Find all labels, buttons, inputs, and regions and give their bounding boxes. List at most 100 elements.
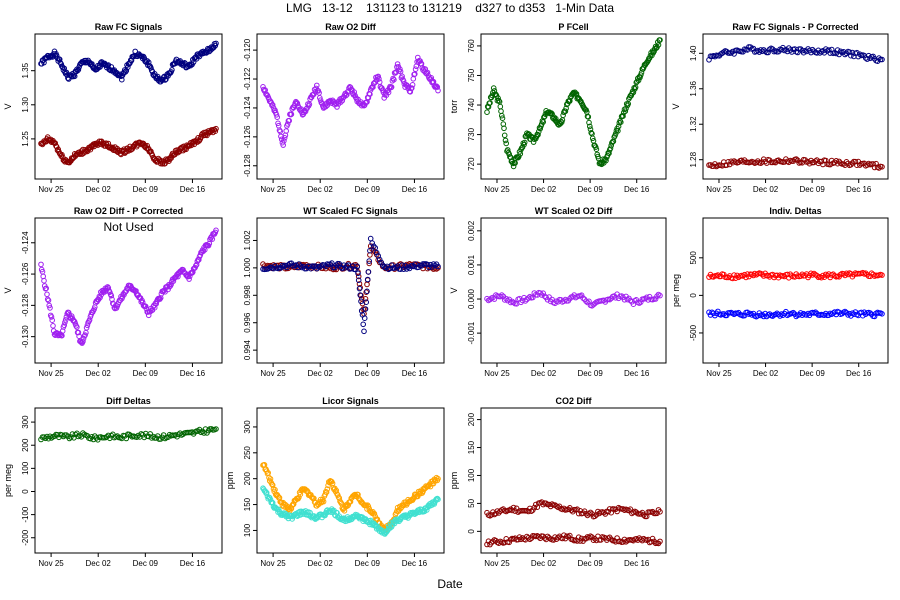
data-point <box>409 85 415 91</box>
data-point <box>862 270 869 277</box>
y-tick-label: 150 <box>243 497 252 511</box>
series-diff <box>38 426 219 443</box>
data-point <box>351 89 358 95</box>
data-point <box>652 296 659 302</box>
data-point <box>624 296 631 303</box>
y-tick-label: 0 <box>467 529 476 534</box>
data-point <box>605 508 612 515</box>
series-licor-a <box>260 462 441 534</box>
data-point <box>212 128 219 134</box>
series-o2-scaled <box>484 289 663 309</box>
data-point <box>563 105 569 112</box>
y-tick-label: 100 <box>467 468 476 482</box>
y-tick-label: -0.122 <box>243 67 252 90</box>
data-point <box>193 261 200 268</box>
data-point <box>108 292 115 299</box>
data-point <box>531 504 538 511</box>
data-point <box>69 156 76 162</box>
data-point <box>71 317 77 324</box>
data-point <box>196 257 202 263</box>
data-point <box>435 263 441 270</box>
y-tick-label: -0.126 <box>243 125 252 148</box>
data-point <box>499 112 505 119</box>
data-point <box>715 308 721 315</box>
data-point <box>589 534 595 540</box>
data-point <box>357 292 364 298</box>
data-point <box>793 156 800 162</box>
y-tick-label: 0.000 <box>467 288 476 309</box>
data-point <box>750 45 757 52</box>
data-point <box>567 98 573 104</box>
data-point <box>360 321 367 328</box>
y-tick-label: 300 <box>21 415 30 429</box>
y-axis-label: torr <box>449 100 459 114</box>
data-point <box>510 163 517 170</box>
chart-panel-6: WT Scaled FC Signals Nov 25 Dec 02 Dec 09 De… <box>243 206 445 378</box>
x-tick-label: Dec 16 <box>846 185 872 194</box>
data-point <box>269 482 276 488</box>
data-point <box>565 506 572 513</box>
data-point <box>325 482 331 489</box>
y-tick-label: 1.25 <box>21 131 30 147</box>
series-licor-b <box>260 485 441 537</box>
data-point <box>159 161 165 167</box>
data-point <box>584 299 591 306</box>
data-point <box>172 274 179 281</box>
data-point <box>587 123 593 130</box>
data-point <box>588 130 595 136</box>
y-tick-label: 0.001 <box>467 254 476 275</box>
data-point <box>273 112 280 118</box>
y-axis-label: V <box>3 103 13 109</box>
data-point <box>356 285 363 292</box>
data-point <box>48 314 55 320</box>
y-tick-label: 150 <box>467 440 476 454</box>
data-point <box>586 119 592 126</box>
data-point <box>499 292 505 298</box>
data-point <box>196 53 203 60</box>
series-fc2-scaled <box>260 243 441 317</box>
series-fc2 <box>706 156 885 171</box>
y-tick-label: 730 <box>467 127 476 141</box>
x-tick-label: Dec 16 <box>402 185 428 194</box>
plot-frame <box>256 407 445 554</box>
data-point <box>793 313 800 320</box>
chart-title: WT Scaled FC Signals <box>303 206 398 216</box>
y-tick-label: 1.000 <box>243 257 252 278</box>
data-point <box>775 157 782 163</box>
y-tick-label: 1.30 <box>21 96 30 112</box>
data-point <box>366 258 373 264</box>
data-point <box>551 114 558 121</box>
data-point <box>297 491 304 498</box>
data-point <box>849 160 856 166</box>
data-point <box>620 113 626 119</box>
plot-frame <box>34 217 223 364</box>
data-point <box>59 328 66 334</box>
y-tick-label: -0.126 <box>21 262 30 285</box>
y-tick-label: 100 <box>21 461 30 475</box>
x-tick-label: Nov 25 <box>38 559 64 568</box>
data-point <box>333 262 340 268</box>
page-title: LMG 13-12 131123 to 131219 d327 to d353 … <box>286 1 614 15</box>
x-tick-label: Nov 25 <box>38 185 64 194</box>
data-point <box>61 322 67 329</box>
chart-title: WT Scaled O2 Diff <box>535 206 614 216</box>
data-point <box>355 277 362 284</box>
data-point <box>649 535 656 542</box>
data-point <box>790 309 797 316</box>
data-point <box>80 338 86 345</box>
data-point <box>130 53 137 60</box>
data-point <box>657 37 663 43</box>
data-point <box>550 537 557 543</box>
data-point <box>284 121 291 127</box>
data-point <box>77 338 84 345</box>
data-point <box>833 50 840 57</box>
data-point <box>45 297 52 304</box>
data-point <box>864 56 871 62</box>
chart-panel-2: Raw O2 Diff Nov 25 Dec 02 Dec 09 Dec 16 -0.12… <box>243 22 445 194</box>
y-tick-label: 720 <box>467 157 476 171</box>
y-axis-label: V <box>3 287 13 293</box>
data-point <box>75 329 82 336</box>
x-tick-label: Dec 16 <box>624 185 650 194</box>
data-point <box>593 146 600 152</box>
y-tick-label: 1.002 <box>243 230 252 251</box>
